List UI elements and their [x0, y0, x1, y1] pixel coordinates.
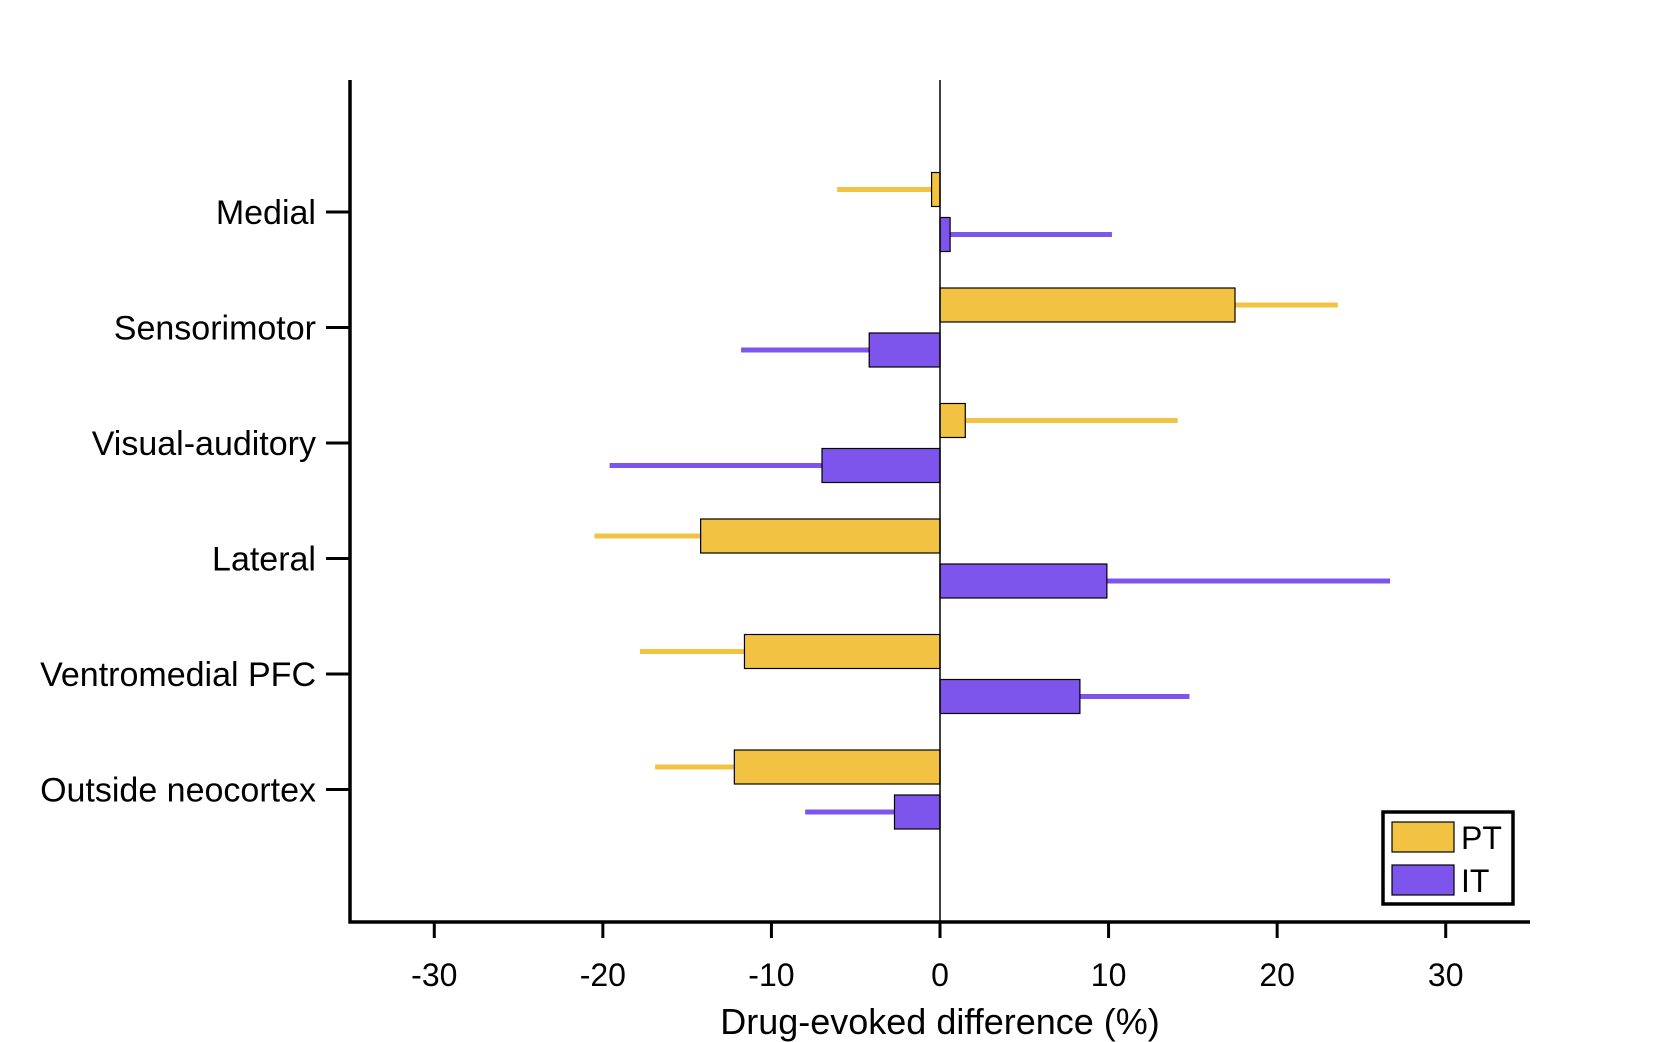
x-tick-label-30: -30 — [411, 957, 457, 993]
legend-label-it: IT — [1461, 863, 1489, 899]
x-tick-label-0: 0 — [931, 957, 949, 993]
legend: PT IT — [1381, 810, 1515, 906]
error-bars — [594, 187, 1391, 815]
bar-pt-visual-auditory — [939, 402, 966, 439]
x-tick-label-20: 20 — [1259, 957, 1295, 993]
bar-it-outside-neocortex — [893, 794, 941, 830]
bar-it-sensorimotor — [868, 332, 941, 368]
bar-it-lateral — [939, 563, 1108, 599]
bar-it-ventromedial-pfc — [939, 678, 1081, 715]
x-tick-label-10: -10 — [748, 957, 794, 993]
labels: -30 -20 -10 0 10 20 30 Medial Sensorimotor Visual… — [40, 194, 1463, 1042]
category-label-outside-neocortex: Outside neocortex — [40, 772, 316, 810]
bar-pt-sensorimotor — [939, 287, 1236, 323]
legend-swatch-it — [1391, 864, 1455, 896]
x-tick-label-10: 10 — [1091, 957, 1127, 993]
category-label-visual-auditory: Visual-auditory — [92, 425, 316, 463]
bar-pt-ventromedial-pfc — [743, 633, 941, 670]
bar-pt-lateral — [700, 518, 941, 554]
x-tick-label-30: 30 — [1428, 957, 1464, 993]
bar-it-medial — [939, 216, 951, 253]
bars — [700, 171, 1236, 830]
category-label-medial: Medial — [216, 194, 316, 232]
legend-label-pt: PT — [1461, 820, 1502, 856]
x-tick-label-20: -20 — [580, 957, 626, 993]
bar-it-visual-auditory — [821, 447, 941, 484]
x-axis-title: Drug-evoked difference (%) — [720, 1001, 1160, 1042]
category-label-lateral: Lateral — [212, 541, 316, 579]
bar-pt-medial — [930, 171, 941, 208]
bar-pt-outside-neocortex — [733, 749, 941, 785]
category-label-sensorimotor: Sensorimotor — [114, 310, 316, 348]
axes — [326, 80, 1530, 938]
category-label-ventromedial-pfc: Ventromedial PFC — [40, 656, 316, 694]
legend-swatch-pt — [1391, 821, 1455, 853]
